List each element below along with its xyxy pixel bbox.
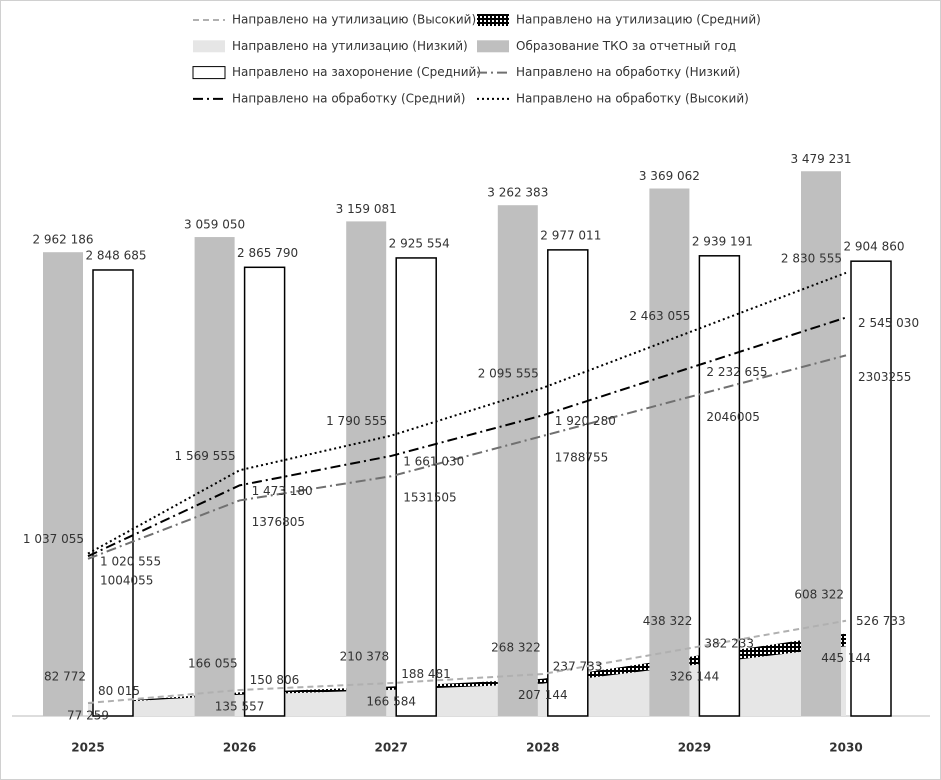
legend-label: Направлено на обработку (Средний) — [232, 91, 465, 105]
legend-label: Направлено на обработку (Высокий) — [516, 91, 749, 105]
line — [87, 619, 847, 705]
value-label: 1531505 — [403, 491, 456, 505]
value-label: 1004055 — [100, 573, 153, 587]
bar — [801, 171, 841, 716]
value-label: 1 661 030 — [403, 454, 464, 468]
legend-label: Направлено на утилизацию (Средний) — [516, 13, 761, 27]
value-label: 188 481 — [401, 667, 451, 681]
value-label: 1 569 555 — [175, 449, 236, 463]
value-label: 1 790 555 — [326, 414, 387, 428]
value-label: 3 479 231 — [790, 152, 851, 166]
value-label: 2 848 685 — [85, 248, 146, 262]
value-label: 2 865 790 — [237, 246, 298, 260]
x-tick-label: 2025 — [71, 741, 104, 755]
value-label: 210 378 — [340, 650, 390, 664]
x-tick-label: 2026 — [223, 741, 256, 755]
bar — [547, 249, 589, 717]
value-label: 3 059 050 — [184, 218, 245, 232]
value-label: 77 259 — [67, 708, 109, 722]
bar — [43, 252, 83, 716]
x-tick-label: 2028 — [526, 741, 559, 755]
bar — [346, 221, 387, 716]
value-label: 438 322 — [643, 614, 693, 628]
x-tick-label: 2029 — [678, 741, 711, 755]
value-label: 382 233 — [704, 637, 754, 651]
value-label: 2 939 191 — [692, 234, 753, 248]
x-tick-label: 2027 — [374, 741, 407, 755]
bar — [194, 237, 235, 717]
value-label: 3 369 062 — [639, 169, 700, 183]
legend-label: Направлено на утилизацию (Высокий) — [232, 13, 476, 27]
value-label: 2 232 655 — [706, 365, 767, 379]
value-label: 166 055 — [188, 657, 238, 671]
value-label: 2 904 860 — [843, 240, 904, 254]
value-label: 237 733 — [553, 659, 603, 673]
value-label: 150 806 — [250, 673, 300, 687]
value-label: 268 322 — [491, 640, 541, 654]
value-label: 1788755 — [555, 450, 608, 464]
value-label: 207 144 — [518, 688, 568, 702]
value-label: 2 977 011 — [540, 228, 601, 242]
value-label: 2 962 186 — [32, 233, 93, 247]
bar — [243, 266, 286, 717]
bar — [497, 205, 538, 716]
x-tick-label: 2030 — [829, 741, 862, 755]
bar — [92, 269, 134, 717]
value-label: 1 037 055 — [23, 532, 84, 546]
value-label: 3 262 383 — [487, 186, 548, 200]
legend-swatch — [192, 66, 226, 80]
value-label: 2 095 555 — [478, 366, 539, 380]
value-label: 2 545 030 — [858, 316, 919, 330]
value-label: 1 473 180 — [252, 484, 313, 498]
value-label: 526 733 — [856, 614, 906, 628]
value-label: 2 925 554 — [389, 236, 450, 250]
legend-swatch — [193, 40, 225, 53]
line — [87, 271, 847, 555]
bar — [649, 188, 690, 716]
value-label: 135 557 — [215, 699, 265, 713]
value-label: 2046005 — [706, 410, 759, 424]
value-label: 166 584 — [366, 694, 416, 708]
line — [87, 316, 847, 558]
bar — [850, 260, 892, 717]
value-label: 80 015 — [98, 684, 140, 698]
legend-label: Направлено на утилизацию (Низкий) — [232, 39, 468, 53]
value-label: 326 144 — [670, 669, 720, 683]
value-label: 1376805 — [252, 515, 305, 529]
value-label: 445 144 — [821, 651, 871, 665]
legend-label: Направлено на обработку (Низкий) — [516, 65, 740, 79]
value-label: 3 159 081 — [336, 202, 397, 216]
value-label: 82 772 — [44, 670, 86, 684]
value-label: 2303255 — [858, 370, 911, 384]
bar — [395, 257, 437, 717]
legend-label: Образование ТКО за отчетный год — [516, 39, 736, 53]
line — [87, 354, 847, 560]
value-label: 1 020 555 — [100, 555, 161, 569]
legend-label: Направлено на захоронение (Средний) — [232, 65, 481, 79]
bar — [698, 255, 741, 717]
value-label: 2 463 055 — [629, 309, 690, 323]
value-label: 2 830 555 — [781, 251, 842, 265]
legend-swatch — [477, 14, 509, 26]
value-label: 608 322 — [794, 587, 844, 601]
legend-swatch — [477, 40, 509, 53]
value-label: 1 920 280 — [555, 414, 616, 428]
